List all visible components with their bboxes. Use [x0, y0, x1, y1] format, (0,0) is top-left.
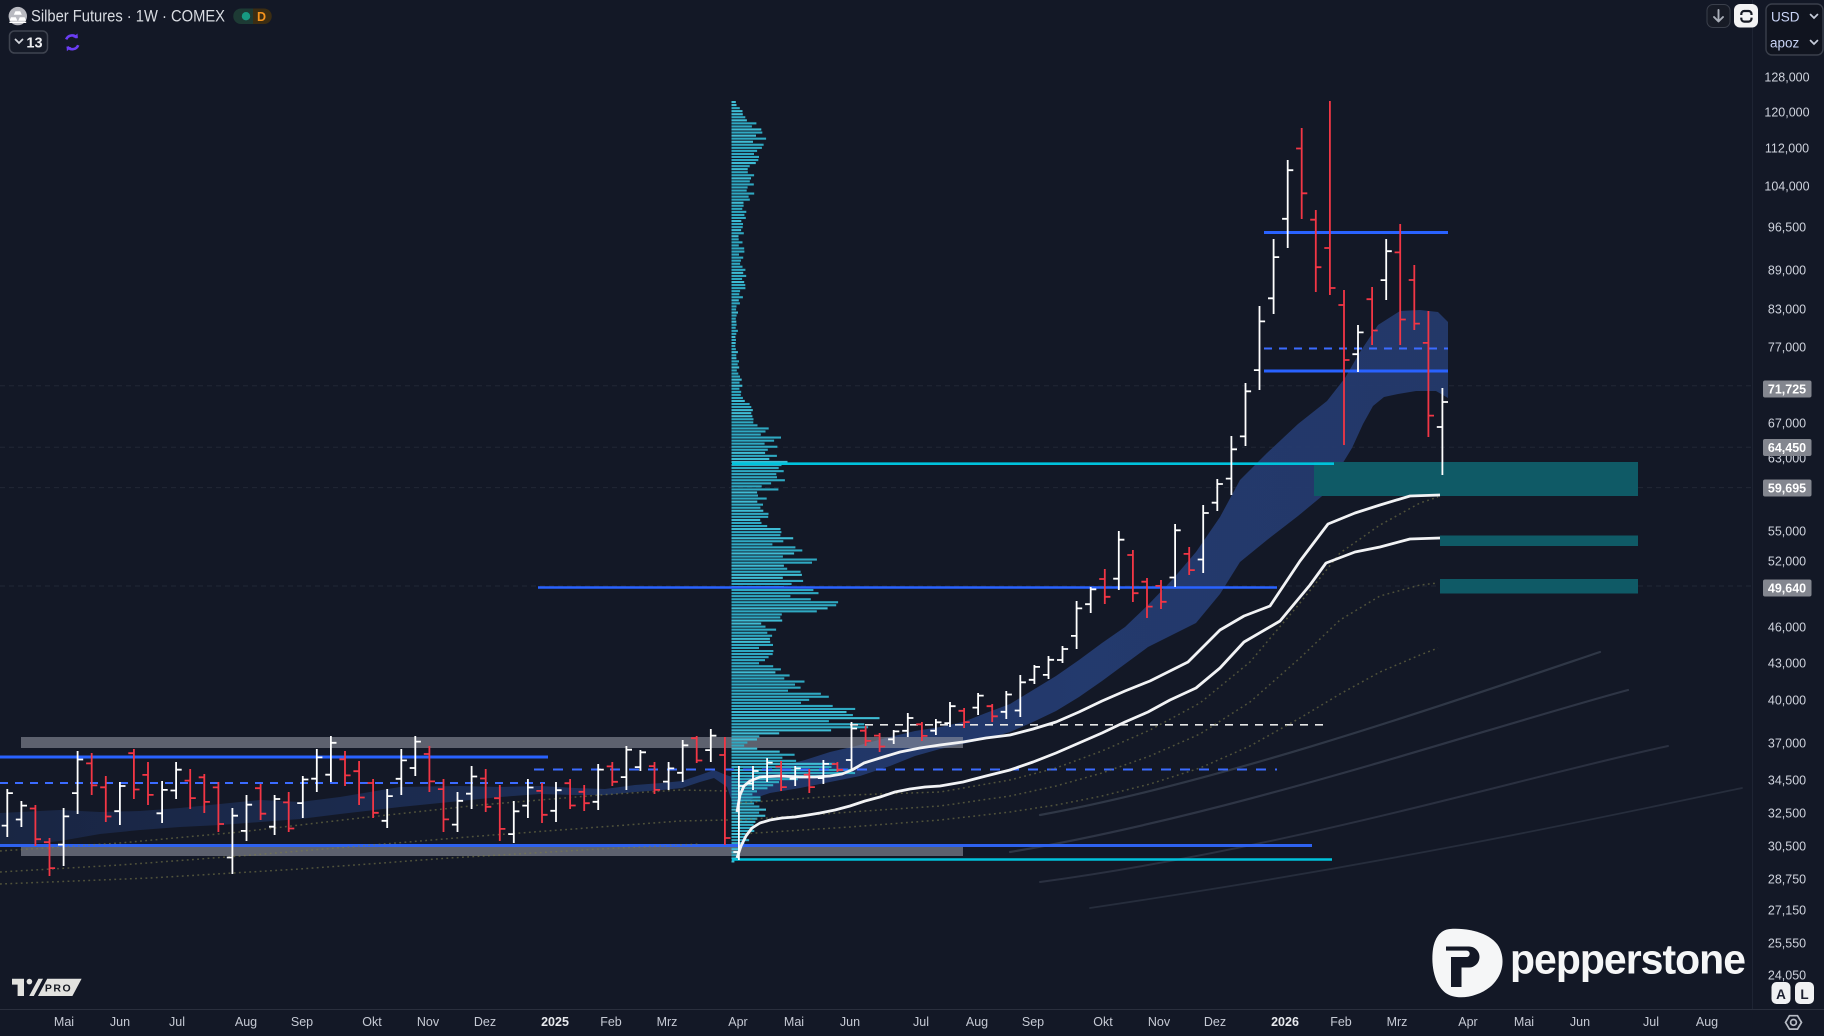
svg-text:Aug: Aug: [966, 1015, 988, 1029]
svg-text:Apr: Apr: [728, 1015, 747, 1029]
svg-text:Feb: Feb: [600, 1015, 622, 1029]
svg-text:96,500: 96,500: [1768, 221, 1806, 235]
svg-text:L: L: [1800, 987, 1808, 1002]
svg-text:71,725: 71,725: [1768, 383, 1806, 397]
svg-text:83,000: 83,000: [1768, 303, 1806, 317]
svg-text:55,000: 55,000: [1768, 525, 1806, 539]
svg-text:Sep: Sep: [1022, 1015, 1044, 1029]
svg-text:pepperstone: pepperstone: [1510, 936, 1745, 983]
svg-text:52,000: 52,000: [1768, 555, 1806, 569]
svg-text:Silber Futures · 1W · COMEX: Silber Futures · 1W · COMEX: [31, 7, 225, 26]
svg-text:Jul: Jul: [169, 1015, 185, 1029]
svg-text:40,000: 40,000: [1768, 694, 1806, 708]
svg-text:89,000: 89,000: [1768, 264, 1806, 278]
svg-text:Jun: Jun: [1570, 1015, 1590, 1029]
svg-text:Aug: Aug: [1696, 1015, 1718, 1029]
svg-text:27,150: 27,150: [1768, 904, 1806, 918]
svg-text:13: 13: [26, 36, 42, 52]
svg-text:30,500: 30,500: [1768, 840, 1806, 854]
svg-text:34,500: 34,500: [1768, 774, 1806, 788]
svg-text:104,000: 104,000: [1764, 180, 1809, 194]
svg-text:128,000: 128,000: [1764, 71, 1809, 85]
svg-text:apoz: apoz: [1770, 36, 1800, 51]
svg-text:Jul: Jul: [913, 1015, 929, 1029]
svg-text:Mrz: Mrz: [657, 1015, 678, 1029]
svg-text:46,000: 46,000: [1768, 621, 1806, 635]
svg-text:Mai: Mai: [784, 1015, 804, 1029]
svg-text:Okt: Okt: [362, 1015, 382, 1029]
svg-text:67,000: 67,000: [1768, 417, 1806, 431]
svg-text:D: D: [257, 10, 266, 24]
svg-text:25,550: 25,550: [1768, 937, 1806, 951]
svg-text:Jul: Jul: [1643, 1015, 1659, 1029]
svg-text:24,050: 24,050: [1768, 969, 1806, 983]
svg-text:77,000: 77,000: [1768, 341, 1806, 355]
svg-text:Dez: Dez: [1204, 1015, 1226, 1029]
svg-text:Sep: Sep: [291, 1015, 313, 1029]
svg-text:USD: USD: [1771, 10, 1800, 25]
svg-text:112,000: 112,000: [1765, 142, 1809, 156]
svg-text:2026: 2026: [1271, 1015, 1299, 1029]
svg-text:Nov: Nov: [417, 1015, 440, 1029]
svg-text:Mrz: Mrz: [1387, 1015, 1408, 1029]
svg-text:Mai: Mai: [1514, 1015, 1534, 1029]
svg-text:59,695: 59,695: [1768, 482, 1806, 496]
svg-text:Mai: Mai: [54, 1015, 74, 1029]
svg-text:32,500: 32,500: [1768, 807, 1806, 821]
svg-text:PRO: PRO: [45, 983, 72, 995]
svg-text:Jun: Jun: [840, 1015, 860, 1029]
svg-text:28,750: 28,750: [1768, 873, 1806, 887]
svg-text:2025: 2025: [541, 1015, 569, 1029]
svg-text:Apr: Apr: [1458, 1015, 1477, 1029]
svg-text:49,640: 49,640: [1768, 582, 1806, 596]
svg-text:Dez: Dez: [474, 1015, 496, 1029]
svg-text:64,450: 64,450: [1768, 441, 1806, 455]
svg-text:37,000: 37,000: [1768, 737, 1806, 751]
svg-text:A: A: [1776, 987, 1786, 1002]
svg-text:Okt: Okt: [1093, 1015, 1113, 1029]
svg-text:43,000: 43,000: [1768, 657, 1806, 671]
svg-text:Feb: Feb: [1330, 1015, 1352, 1029]
svg-text:Nov: Nov: [1148, 1015, 1171, 1029]
svg-text:Jun: Jun: [110, 1015, 130, 1029]
svg-text:Aug: Aug: [235, 1015, 257, 1029]
svg-text:120,000: 120,000: [1764, 106, 1809, 120]
